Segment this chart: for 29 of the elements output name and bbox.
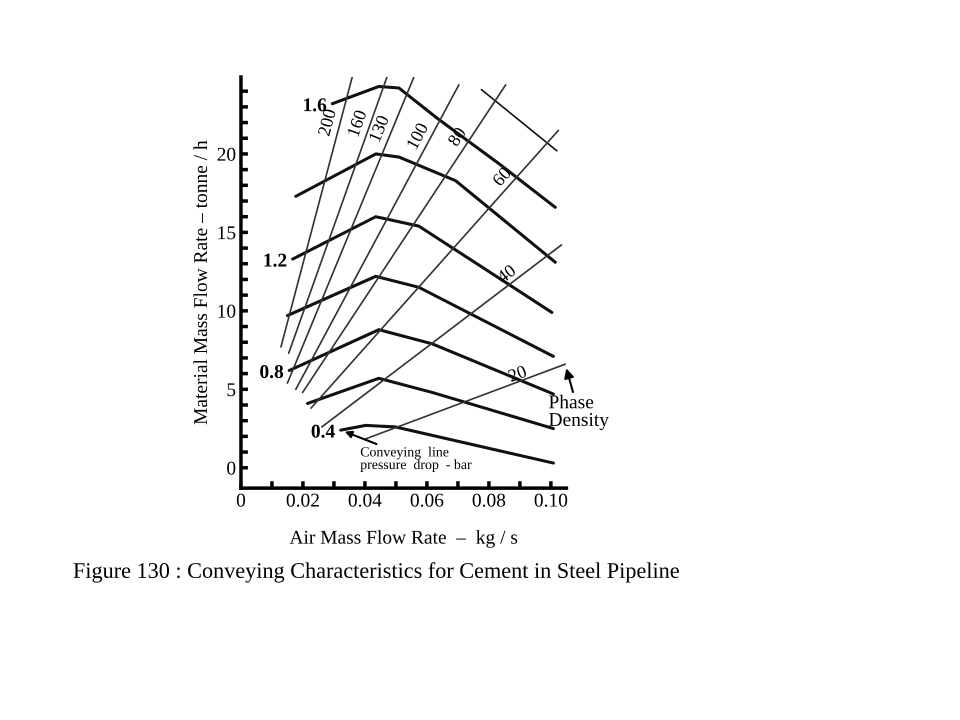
text: 160	[346, 109, 367, 137]
x-tick-label: 0.10	[534, 494, 568, 507]
text: 60	[492, 166, 512, 187]
y-tick-label: 0	[227, 462, 236, 475]
x-tick-label: 0.08	[472, 494, 506, 507]
y-axis-title: Material Mass Flow Rate – tonne / h	[193, 140, 208, 424]
series-label: 0.4	[312, 424, 335, 438]
x-tick-label: 0	[236, 494, 246, 507]
y-tick-label: 15	[218, 226, 236, 240]
y-tick-label: 5	[228, 383, 236, 396]
text: 80	[447, 126, 466, 147]
text: 100	[406, 122, 428, 150]
annotation: Phase Density	[549, 394, 609, 430]
line-series	[294, 152, 557, 264]
x-tick-label: 0.04	[348, 494, 382, 507]
line-series	[291, 215, 554, 314]
x-axis-title: Air Mass Flow Rate – kg / s	[290, 530, 518, 548]
line-series	[288, 328, 555, 396]
y-tick-label: 20	[218, 148, 236, 161]
series-label: 1.2	[264, 254, 286, 267]
annotation: Conveying line pressure drop - bar	[360, 446, 472, 472]
caption: Figure 130 : Conveying Characteristics for Cement in Steel Pipeline	[74, 562, 679, 583]
text: 20	[507, 364, 528, 382]
text: 40	[496, 264, 517, 284]
y-tick-label: 10	[218, 304, 236, 318]
text: 130	[368, 114, 390, 142]
series-label: 0.8	[260, 364, 284, 378]
x-tick-label: 0.02	[286, 494, 319, 507]
x-tick-label: 0.06	[410, 494, 444, 507]
